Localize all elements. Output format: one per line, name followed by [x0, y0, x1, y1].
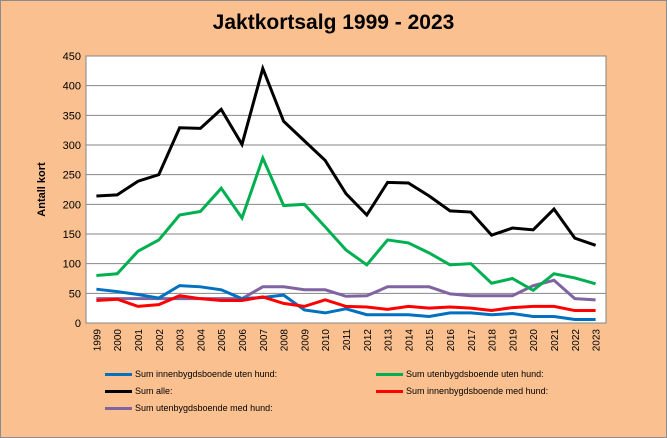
series-line — [96, 63, 597, 247]
legend-label: Sum innenbygdsboende uten hund: — [135, 369, 278, 379]
legend-swatch — [105, 406, 132, 410]
x-tick-label: 2002 — [155, 329, 166, 352]
x-tick-label: 2017 — [467, 329, 478, 352]
x-tick-label: 2000 — [113, 329, 124, 352]
legend-label: Sum utenbygdsboende uten hund: — [406, 369, 544, 379]
x-tick-label: 2022 — [571, 329, 582, 352]
y-tick-label: 250 — [63, 170, 81, 182]
y-tick-label: 50 — [69, 288, 81, 300]
x-tick-label: 2013 — [384, 329, 395, 352]
legend-label: Sum utenbygdsboende med hund: — [135, 403, 273, 413]
y-tick-label: 150 — [63, 229, 81, 241]
x-tick-label: 2010 — [321, 329, 332, 352]
x-tick-label: 2019 — [508, 329, 519, 352]
series-line — [96, 294, 596, 313]
x-tick-label: 2021 — [550, 329, 561, 352]
legend-label: Sum innenbygdsboende med hund: — [406, 386, 549, 396]
series-line — [96, 153, 597, 293]
x-tick-label: 2014 — [404, 329, 415, 352]
x-tick-label: 2007 — [259, 329, 270, 352]
x-tick-label: 2012 — [363, 329, 374, 352]
x-tick-label: 2018 — [488, 329, 499, 352]
y-tick-label: 0 — [75, 318, 81, 330]
y-tick-label: 350 — [63, 110, 81, 122]
x-tick-label: 2005 — [217, 329, 228, 352]
x-tick-label: 2011 — [342, 329, 353, 351]
legend-swatch — [105, 389, 132, 393]
x-tick-label: 2020 — [529, 329, 540, 352]
x-tick-label: 2006 — [238, 329, 249, 352]
x-tick-label: 2004 — [196, 329, 207, 352]
x-tick-label: 2016 — [446, 329, 457, 352]
y-tick-label: 100 — [63, 259, 81, 271]
y-tick-label: 200 — [63, 199, 81, 211]
legend-item: Sum innenbygdsboende uten hund: — [105, 369, 277, 379]
x-tick-label: 2008 — [280, 329, 291, 352]
x-tick-label: 2015 — [425, 329, 436, 352]
legend-swatch — [376, 372, 403, 376]
legend-swatch — [376, 389, 403, 393]
legend-item: Sum utenbygdsboende med hund: — [105, 403, 273, 413]
y-tick-label: 300 — [63, 140, 81, 152]
legend-item: Sum innenbygdsboende med hund: — [376, 386, 548, 396]
legend-item: Sum utenbygdsboende uten hund: — [376, 369, 544, 379]
chart-title: Jaktkortsalg 1999 - 2023 — [212, 11, 455, 34]
x-tick-label: 2003 — [176, 329, 187, 352]
plot-area — [85, 55, 607, 324]
y-tick-label: 400 — [63, 81, 81, 93]
legend-item: Sum alle: — [105, 386, 173, 396]
x-tick-label: 2001 — [134, 329, 145, 352]
series-line — [96, 278, 596, 302]
legend-swatch — [105, 372, 132, 376]
x-tick-label: 2009 — [300, 329, 311, 352]
x-tick-label: 1999 — [92, 329, 103, 352]
legend-label: Sum alle: — [135, 386, 173, 396]
y-axis-label: Antall kort — [36, 162, 48, 217]
y-tick-label: 450 — [63, 51, 81, 63]
series-line — [96, 284, 596, 321]
x-tick-label: 2023 — [592, 329, 603, 352]
